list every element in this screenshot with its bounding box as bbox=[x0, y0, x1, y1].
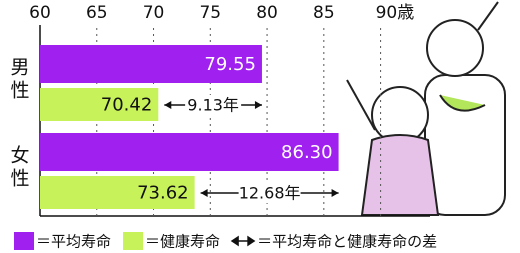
man-arm bbox=[478, 2, 498, 30]
x-tick-label: 80 bbox=[256, 3, 278, 23]
legend-separator: ＝ bbox=[145, 233, 160, 251]
x-tick-label: 75 bbox=[199, 3, 221, 23]
woman-arm bbox=[347, 80, 375, 130]
x-tick-label: 90歳 bbox=[376, 3, 415, 23]
legend-swatch bbox=[14, 232, 34, 250]
value-label: 73.62 bbox=[137, 183, 189, 204]
illustration bbox=[347, 2, 505, 215]
x-tick-label: 70 bbox=[143, 3, 165, 23]
legend-swatch bbox=[123, 232, 143, 250]
man-head bbox=[427, 20, 483, 76]
value-label: 86.30 bbox=[281, 142, 333, 163]
man-body bbox=[425, 75, 505, 215]
x-tick-label: 60 bbox=[29, 3, 51, 23]
difference-label: 9.13年 bbox=[187, 96, 239, 115]
page: 60 65 70 75 80 85 90歳男性 79.55 70.42 9.13年女性 86.30 7… bbox=[0, 0, 520, 253]
chart: 60 65 70 75 80 85 90歳男性 79.55 70.42 9.13年女性 86.30 7… bbox=[0, 0, 520, 253]
legend-label: 平均寿命 bbox=[51, 233, 111, 251]
legend-label: ＝平均寿命と健康寿命の差 bbox=[257, 233, 437, 251]
x-tick-label: 65 bbox=[86, 3, 108, 23]
legend-separator: ＝ bbox=[36, 233, 51, 251]
woman-body bbox=[362, 135, 438, 215]
difference-label: 12.68年 bbox=[239, 184, 301, 203]
category-label: 女性 bbox=[8, 145, 30, 191]
category-label: 男性 bbox=[8, 57, 30, 103]
legend-arrow bbox=[232, 237, 254, 245]
legend-label: 健康寿命 bbox=[160, 233, 220, 251]
value-label: 70.42 bbox=[101, 95, 153, 116]
value-label: 79.55 bbox=[204, 54, 256, 75]
x-tick-label: 85 bbox=[313, 3, 335, 23]
